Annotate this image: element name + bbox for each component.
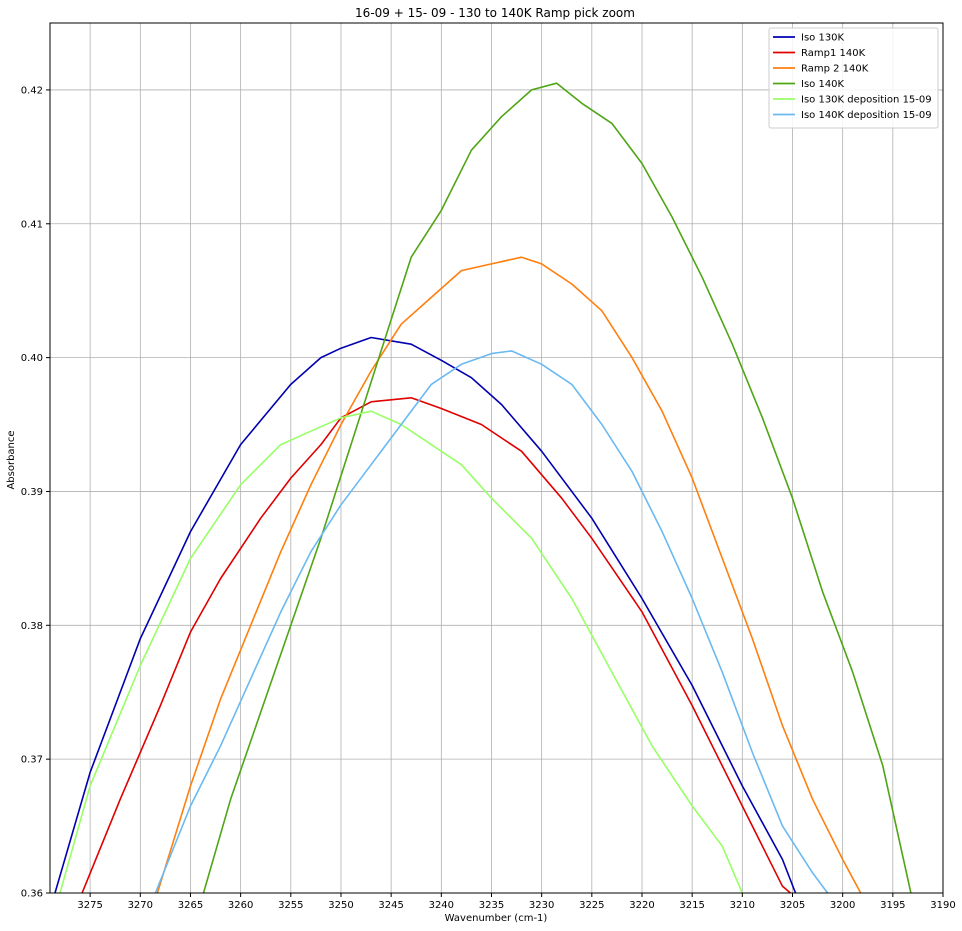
series-line-iso-140k-deposition-15-09	[154, 350, 829, 894]
x-tick-label: 3195	[880, 900, 905, 911]
x-tick-label: 3205	[780, 900, 805, 911]
x-tick-label: 3240	[429, 900, 454, 911]
x-tick-label: 3250	[328, 900, 353, 911]
x-tick-label: 3210	[730, 900, 755, 911]
legend-label: Iso 130K	[801, 33, 845, 44]
x-tick-label: 3215	[679, 900, 704, 911]
x-tick-label: 3270	[128, 900, 153, 911]
y-axis-label: Absorbance	[6, 430, 17, 489]
x-tick-label: 3230	[529, 900, 554, 911]
x-tick-label: 3265	[178, 900, 203, 911]
chart-title: 16-09 + 15- 09 - 130 to 140K Ramp pick z…	[355, 6, 635, 20]
y-tick-label: 0.41	[21, 219, 43, 230]
series-line-ramp1-140k	[81, 397, 792, 894]
legend-label: Iso 130K deposition 15-09	[801, 95, 932, 106]
series-group	[54, 82, 912, 894]
y-tick-label: 0.37	[21, 755, 43, 766]
y-tick-label: 0.42	[21, 85, 43, 96]
series-line-iso-130k	[54, 336, 797, 894]
legend-label: Ramp 2 140K	[801, 64, 869, 75]
x-tick-label: 3245	[378, 900, 403, 911]
y-tick-label: 0.36	[21, 889, 43, 900]
series-line-ramp-2-140k	[156, 256, 862, 894]
x-tick-label: 3275	[77, 900, 102, 911]
y-tick-label: 0.39	[21, 487, 43, 498]
y-axis-ticks: 0.36 0.37 0.38 0.39 0.40 0.41 0.42	[21, 85, 50, 900]
x-tick-label: 3260	[228, 900, 253, 911]
x-tick-label: 3220	[629, 900, 654, 911]
x-tick-label: 3235	[479, 900, 504, 911]
y-tick-label: 0.38	[21, 621, 43, 632]
legend-label: Iso 140K deposition 15-09	[801, 110, 932, 121]
x-tick-label: 3255	[278, 900, 303, 911]
x-tick-label: 3190	[930, 900, 955, 911]
legend-label: Iso 140K	[801, 79, 845, 90]
legend-frame	[768, 27, 939, 129]
x-axis-label: Wavenumber (cm-1)	[445, 913, 548, 924]
grid-lines	[50, 23, 944, 894]
y-tick-label: 0.40	[21, 353, 43, 364]
plot-area-frame	[49, 22, 944, 894]
x-axis-ticks: 3275 3270 3265 3260 3255 3250 3245 3240 3235 3230…	[77, 893, 956, 911]
series-line-iso-140k	[202, 82, 912, 894]
series-line-iso-130k-deposition-15-09	[59, 410, 744, 894]
legend-label: Ramp1 140K	[801, 48, 866, 59]
x-tick-label: 3225	[579, 900, 604, 911]
x-tick-label: 3200	[830, 900, 855, 911]
legend: Iso 130K Ramp1 140K Ramp 2 140K Iso 140K Iso…	[768, 27, 939, 129]
